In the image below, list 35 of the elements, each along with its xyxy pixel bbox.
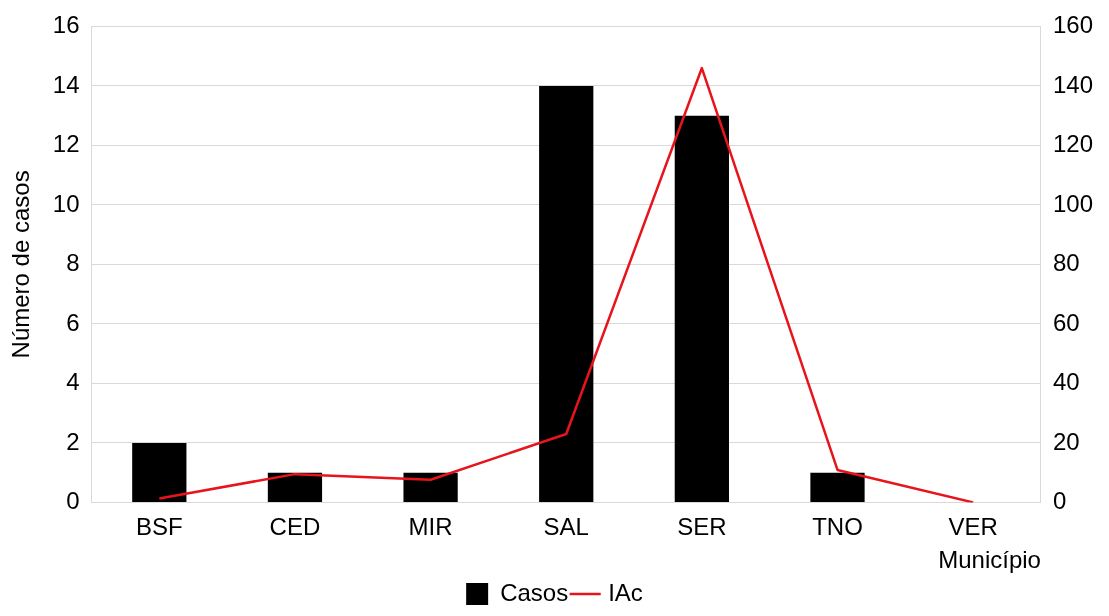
y-tick-label: 10 bbox=[52, 189, 80, 217]
bar bbox=[403, 472, 458, 502]
y2-tick-label: 40 bbox=[1052, 368, 1080, 396]
y2-tick-label: 80 bbox=[1052, 249, 1080, 277]
y-axis-title: Número de casos bbox=[7, 170, 35, 359]
x-tick-label: TNO bbox=[812, 513, 863, 541]
y2-tick-label: 120 bbox=[1052, 130, 1093, 158]
y2-tick-label: 0 bbox=[1052, 487, 1067, 515]
x-tick-label: VER bbox=[948, 513, 998, 541]
legend-label: Casos bbox=[500, 578, 569, 606]
y2-tick-label: 100 bbox=[1052, 189, 1093, 217]
y2-tick-label: 60 bbox=[1052, 308, 1080, 336]
y2-tick-label: 20 bbox=[1052, 427, 1080, 455]
y-tick-label: 0 bbox=[66, 487, 80, 515]
x-tick-label: SER bbox=[677, 513, 727, 541]
bar bbox=[539, 85, 594, 502]
y-tick-label: 14 bbox=[52, 70, 80, 98]
y-tick-label: 4 bbox=[66, 368, 80, 396]
y2-tick-label: 140 bbox=[1052, 70, 1093, 98]
bar bbox=[810, 472, 865, 502]
x-tick-label: BSF bbox=[135, 513, 183, 541]
x-tick-label: CED bbox=[269, 513, 321, 541]
bar bbox=[132, 442, 187, 502]
bar bbox=[674, 115, 729, 502]
y-tick-label: 12 bbox=[52, 130, 80, 158]
y-tick-label: 8 bbox=[66, 249, 80, 277]
x-tick-label: SAL bbox=[543, 513, 589, 541]
x-tick-label: MIR bbox=[408, 513, 453, 541]
y2-tick-label: 160 bbox=[1052, 11, 1093, 39]
bar bbox=[267, 472, 323, 502]
y-tick-label: 2 bbox=[66, 427, 80, 455]
y-tick-label: 6 bbox=[66, 308, 80, 336]
legend-label: IAc bbox=[608, 578, 643, 606]
y-tick-label: 16 bbox=[52, 11, 80, 39]
x-axis-title: Município bbox=[938, 546, 1041, 574]
